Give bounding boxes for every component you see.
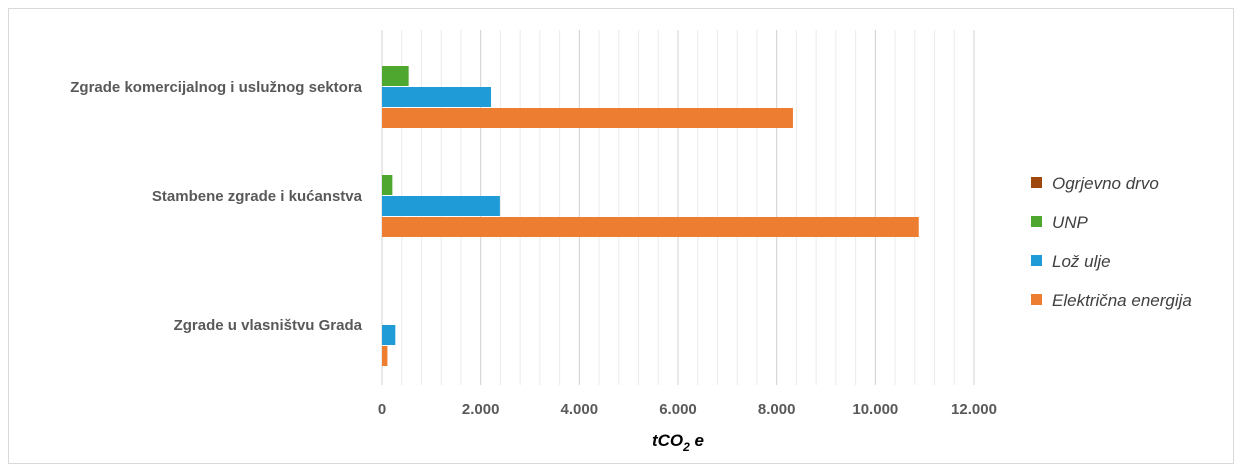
bar-unp [382,175,393,195]
x-axis-title: tCO2 e [652,431,704,454]
bar-lo-ulje [382,196,500,216]
legend-label: UNP [1052,213,1089,232]
bar-elektri-na-energija [382,346,388,366]
legend-swatch [1031,177,1042,188]
legend-label: Ogrjevno drvo [1052,174,1159,193]
bar-elektri-na-energija [382,217,919,237]
bar-unp [382,66,409,86]
x-tick-label: 10.000 [852,401,898,418]
category-label: Stambene zgrade i kućanstva [152,188,363,205]
bar-lo-ulje [382,87,492,107]
x-tick-label: 8.000 [758,401,796,418]
legend-label: Lož ulje [1052,252,1111,271]
bar-lo-ulje [382,325,396,345]
legend-label: Električna energija [1052,291,1192,310]
category-label: Zgrade u vlasništvu Grada [174,317,363,334]
legend-swatch [1031,294,1042,305]
chart-frame [8,8,1234,464]
category-label: Zgrade komercijalnog i uslužnog sektora [70,79,362,96]
x-tick-label: 12.000 [951,401,997,418]
x-tick-label: 6.000 [659,401,697,418]
x-tick-label: 0 [378,401,386,418]
x-tick-label: 4.000 [561,401,599,418]
x-tick-label: 2.000 [462,401,500,418]
legend-swatch [1031,255,1042,266]
bar-elektri-na-energija [382,108,793,128]
legend-swatch [1031,216,1042,227]
